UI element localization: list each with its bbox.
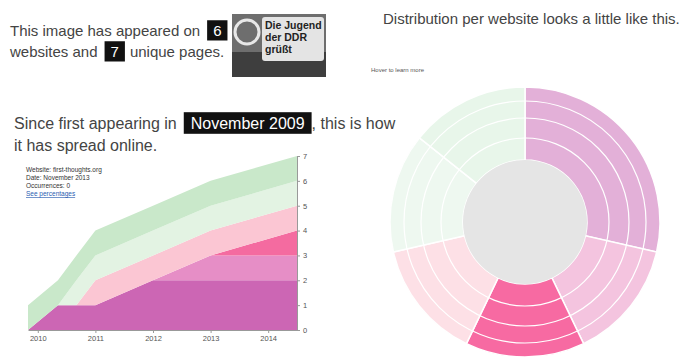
tick-label: 7: [303, 152, 307, 161]
thumbnail-banner: [262, 17, 324, 61]
annotation: Hover to learn more: [371, 67, 425, 73]
thumbnail-logo: [235, 20, 259, 44]
tick: 2011: [88, 330, 104, 343]
tick-mark: [297, 280, 300, 281]
ring-guide: [441, 138, 609, 306]
thumbnail-text: Die Jugend: [265, 19, 322, 31]
header-text: websites and: [9, 43, 98, 60]
tick-mark: [38, 330, 39, 333]
intro-text: Since first appearing in: [14, 115, 177, 132]
tick-label: 3: [303, 251, 307, 260]
pie-title: Distribution per website looks a little …: [383, 10, 680, 27]
tick-mark: [211, 330, 212, 333]
tick-label: 2012: [145, 334, 162, 343]
tick-label: 0: [303, 326, 307, 335]
tick-mark: [153, 330, 154, 333]
highlight-box: [184, 112, 312, 134]
tick: 2013: [203, 330, 220, 343]
tick-label: 1: [303, 301, 307, 310]
ring-guide: [404, 101, 646, 343]
intro: Since first appearing in November 2009 , t…: [14, 112, 396, 154]
thumbnail-text: grüßt: [265, 43, 292, 55]
tooltip-text: Occurrences: 0: [26, 182, 70, 189]
thumbnail-text: der DDR: [265, 31, 307, 43]
tick-mark: [297, 305, 300, 306]
tooltip-text: Date: November 2013: [26, 174, 90, 181]
tick: 2: [297, 276, 307, 285]
tick-label: 2011: [88, 334, 104, 343]
highlight-text: November 2009: [191, 115, 305, 132]
tick: 2010: [30, 330, 47, 343]
tick-label: 2014: [260, 334, 277, 343]
y-axis: 0 1 2 3 4 5 6 7: [297, 152, 307, 335]
tick: 7: [297, 152, 307, 161]
tick-mark: [297, 255, 300, 256]
tick-label: 2010: [30, 334, 47, 343]
highlight: 7: [105, 41, 125, 61]
tick-mark: [297, 231, 300, 232]
intro-text: , this is how: [312, 115, 396, 132]
highlight: 6: [207, 20, 227, 40]
header-text: This image has appeared on: [10, 22, 200, 39]
tick-label: 5: [303, 202, 307, 211]
tick-label: 2013: [203, 334, 220, 343]
x-axis: 2010 2011 2012 2013 2014: [29, 330, 298, 343]
thumbnail-bg: [232, 14, 326, 77]
axis-line: [297, 157, 298, 331]
page: This image has appeared on 6 websites and 7…: [0, 0, 694, 363]
ring-guide: [421, 118, 629, 326]
highlight-text: 7: [111, 43, 119, 60]
intro-text: it has spread online.: [14, 137, 157, 154]
pie: [390, 87, 660, 357]
highlight-box: [105, 41, 125, 61]
tick-mark: [297, 156, 300, 157]
tick-mark: [268, 330, 269, 333]
tick-mark: [297, 181, 300, 182]
link[interactable]: See percentages: [26, 190, 76, 198]
header-text: unique pages.: [130, 43, 224, 60]
tick: 3: [297, 251, 307, 260]
tick-label: 6: [303, 177, 307, 186]
pie-center: [463, 160, 587, 284]
canvas: This image has appeared on 6 websites and 7…: [0, 0, 694, 363]
tick: 0: [297, 326, 307, 335]
tick: 6: [297, 177, 307, 186]
tooltip-text: Website: first-thoughts.org: [26, 166, 102, 174]
header: This image has appeared on 6 websites and 7…: [9, 20, 227, 61]
tooltip: Website: first-thoughts.orgDate: Novembe…: [26, 166, 102, 198]
tick: 2014: [260, 330, 277, 343]
tick-label: 2: [303, 276, 307, 285]
tick: 2012: [145, 330, 162, 343]
tick-mark: [95, 330, 96, 333]
axis-line: [29, 330, 298, 331]
tick-label: 4: [303, 226, 307, 235]
highlight-text: 6: [213, 22, 221, 39]
thumbnail: Die Jugendder DDRgrüßt: [232, 14, 326, 77]
highlight-box: [207, 20, 227, 40]
tick-mark: [297, 206, 300, 207]
tick: 4: [297, 226, 307, 235]
highlight: November 2009: [184, 112, 312, 134]
tick: 5: [297, 202, 307, 211]
tick: 1: [297, 301, 307, 310]
